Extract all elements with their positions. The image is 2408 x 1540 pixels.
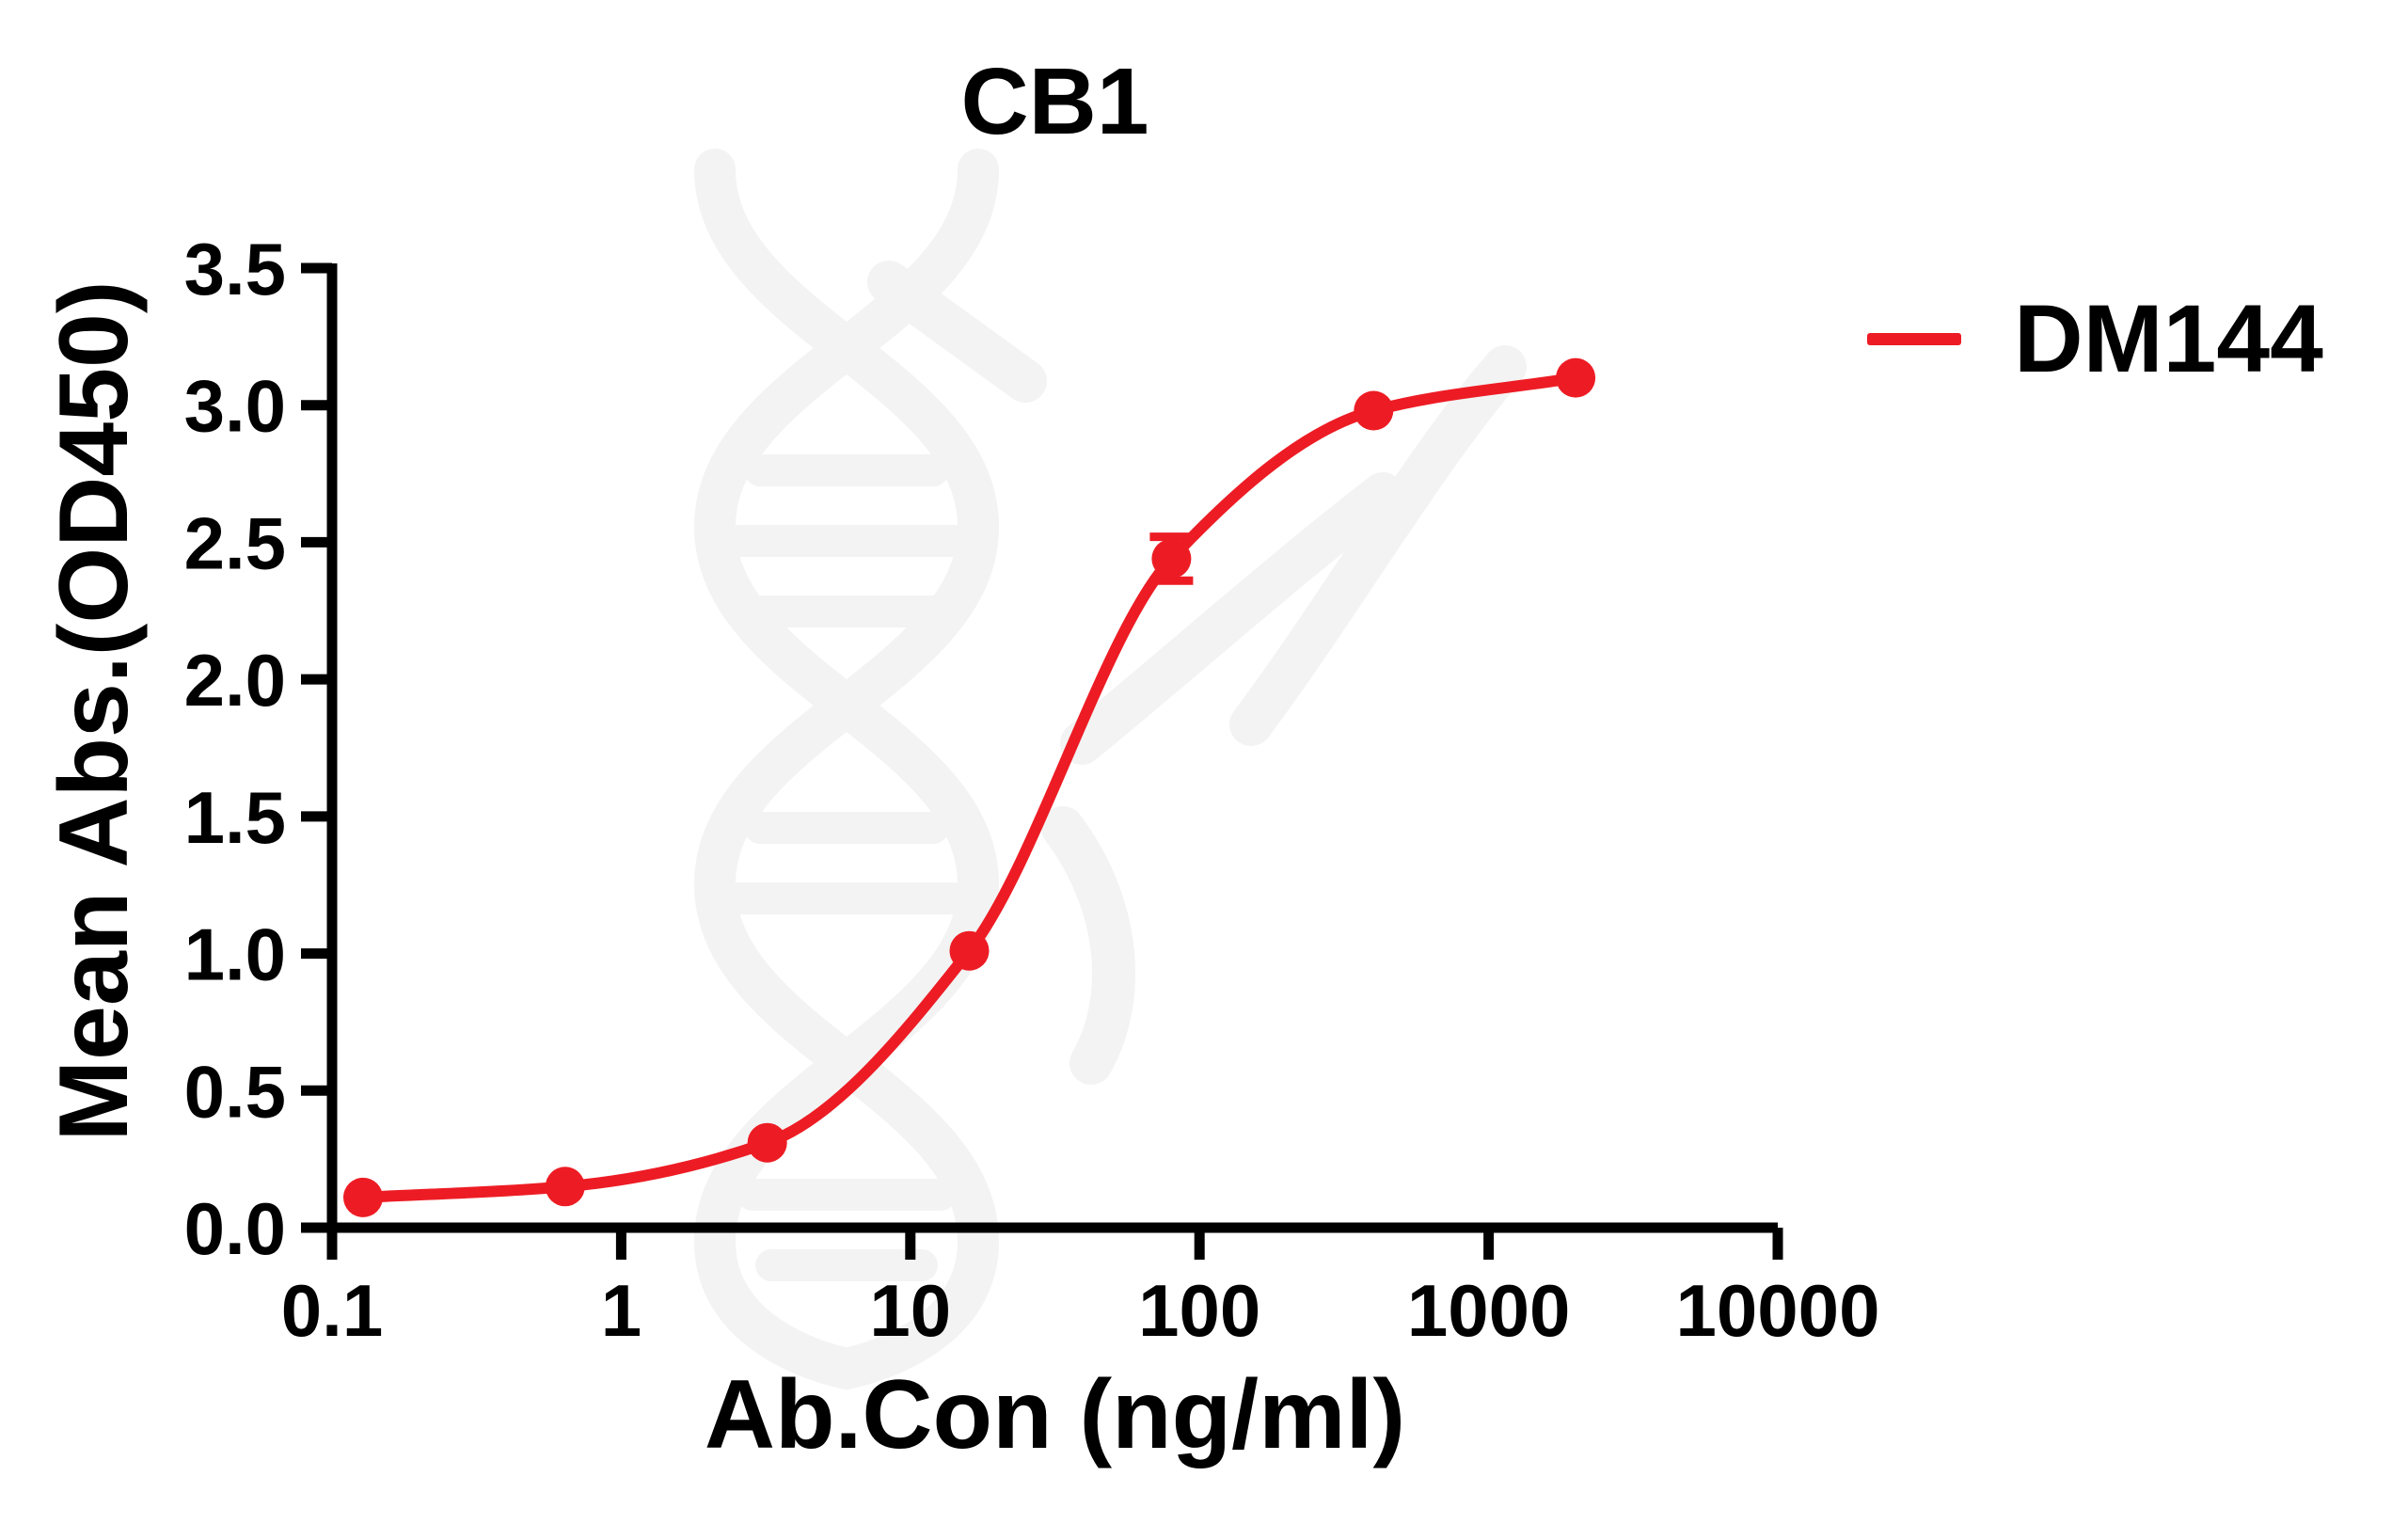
y-tick-label: 3.5 <box>184 228 286 310</box>
x-tick-label: 10000 <box>1676 1269 1880 1352</box>
data-point <box>1556 357 1596 398</box>
data-point <box>1151 538 1192 579</box>
axes <box>326 263 1778 1233</box>
y-tick-label: 2.5 <box>184 501 286 584</box>
x-axis-label: Ab.Con (ng/ml) <box>704 1360 1406 1469</box>
dna-watermark-stroke <box>1060 472 1404 765</box>
dna-watermark-stroke <box>693 149 1000 1389</box>
x-tick-label: 1 <box>601 1269 642 1352</box>
dna-watermark-stroke <box>1041 806 1135 1085</box>
data-point <box>747 1122 787 1163</box>
y-tick-label: 3.0 <box>184 365 286 448</box>
y-tick-label: 2.0 <box>184 639 286 722</box>
data-points <box>343 357 1596 1217</box>
x-tick-label: 0.1 <box>281 1269 383 1352</box>
data-point <box>343 1177 383 1217</box>
legend-series-label: DM144 <box>2014 285 2323 392</box>
legend: DM144 <box>1867 287 2323 390</box>
tick-marks <box>301 262 1783 1260</box>
y-tick-label: 0.5 <box>184 1050 286 1133</box>
tick-labels: 0.0 0.5 1.0 1.5 2.0 2.5 3.0 3.5 0.1 1 10 100 1000 100… <box>184 228 1880 1352</box>
x-tick-label: 10 <box>869 1269 951 1352</box>
y-tick-label: 1.5 <box>184 776 286 859</box>
dna-watermark-stroke <box>867 261 1047 403</box>
legend-line-swatch <box>1867 332 1961 345</box>
x-tick-label: 1000 <box>1407 1269 1571 1352</box>
data-point <box>949 930 990 971</box>
y-tick-label: 0.0 <box>184 1187 286 1270</box>
dna-watermark <box>693 149 1527 1389</box>
y-axis-label: Mean Abs.(OD450) <box>40 280 149 1142</box>
y-tick-label: 1.0 <box>184 913 286 996</box>
data-point <box>1354 390 1394 431</box>
x-tick-label: 100 <box>1138 1269 1260 1352</box>
dna-watermark-stroke <box>1229 345 1527 746</box>
data-point <box>545 1167 585 1207</box>
dna-watermark-stroke <box>693 149 1000 1389</box>
chart-title: CB1 <box>960 49 1149 154</box>
